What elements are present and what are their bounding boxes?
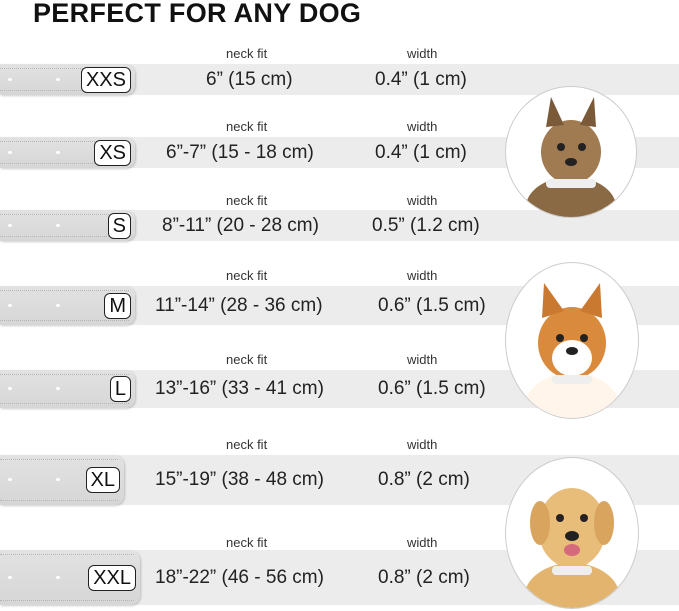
dog-image-corgi — [505, 262, 639, 419]
size-badge: XL — [85, 467, 120, 493]
width-value: 0.6” (1.5 cm) — [378, 378, 486, 399]
width-label: width — [407, 193, 438, 208]
width-value: 0.8” (2 cm) — [378, 469, 470, 490]
size-badge: L — [109, 376, 131, 402]
neck-fit-label: neck fit — [226, 535, 268, 550]
width-value: 0.4” (1 cm) — [375, 141, 467, 163]
width-label: width — [407, 352, 438, 367]
neck-fit-value: 8”-11” (20 - 28 cm) — [162, 214, 319, 236]
width-label: width — [407, 535, 438, 550]
neck-fit-label: neck fit — [226, 119, 268, 134]
collar-strap: L — [0, 370, 135, 408]
neck-fit-value: 6” (15 cm) — [206, 68, 293, 90]
neck-fit-value: 13”-16” (33 - 41 cm) — [155, 378, 324, 399]
dog-image-terrier — [505, 86, 637, 218]
dog-image-labrador — [505, 457, 639, 609]
collar-strap: XXS — [0, 64, 135, 95]
size-badge: XXL — [88, 564, 136, 591]
size-row: XXS 6” (15 cm) 0.4” (1 cm) — [0, 64, 679, 95]
size-badge: XS — [94, 139, 131, 166]
collar-strap: XS — [0, 137, 135, 168]
collar-strap: M — [0, 286, 135, 325]
width-value: 0.4” (1 cm) — [375, 68, 467, 90]
neck-fit-label: neck fit — [226, 437, 268, 452]
collar-strap: XXL — [0, 550, 140, 605]
width-label: width — [407, 437, 438, 452]
neck-fit-value: 6”-7” (15 - 18 cm) — [166, 141, 314, 163]
neck-fit-value: 11”-14” (28 - 36 cm) — [155, 294, 323, 316]
width-value: 0.5” (1.2 cm) — [372, 214, 480, 236]
size-badge: M — [104, 292, 131, 319]
neck-fit-label: neck fit — [226, 193, 268, 208]
neck-fit-label: neck fit — [226, 268, 268, 283]
size-badge: XXS — [80, 66, 131, 93]
neck-fit-value: 18”-22” (46 - 56 cm) — [155, 566, 324, 588]
collar-strap: XL — [0, 455, 124, 505]
size-badge: S — [107, 212, 131, 239]
neck-fit-label: neck fit — [226, 352, 268, 367]
width-label: width — [407, 268, 438, 283]
width-label: width — [407, 119, 438, 134]
collar-strap: S — [0, 210, 135, 241]
width-value: 0.6” (1.5 cm) — [378, 294, 486, 316]
width-value: 0.8” (2 cm) — [378, 566, 470, 588]
neck-fit-value: 15”-19” (38 - 48 cm) — [155, 469, 324, 490]
neck-fit-label: neck fit — [226, 46, 268, 61]
page-title: PERFECT FOR ANY DOG — [33, 0, 362, 28]
width-label: width — [407, 46, 438, 61]
